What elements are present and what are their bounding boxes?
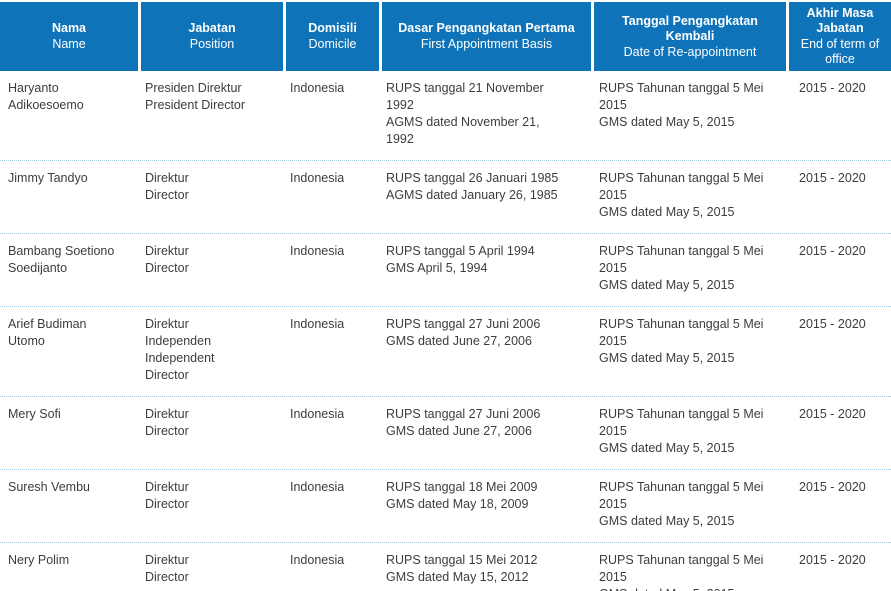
cell-dasar: RUPS tanggal 26 Januari 1985 AGMS dated … <box>386 171 559 202</box>
table-row: Nery Polim Direktur Director Indonesia RUPS… <box>0 543 891 591</box>
table-body: Haryanto Adikoesoemo Presiden Direktur Pr… <box>0 71 891 591</box>
table-header-row: Nama Name Jabatan Position Domisili Domicile D… <box>0 2 891 71</box>
cell-dasar: RUPS tanggal 27 Juni 2006 GMS dated June… <box>386 407 541 438</box>
column-subtitle: End of term of office <box>800 37 880 66</box>
cell-akhir: 2015 - 2020 <box>799 317 866 331</box>
column-header-domisili: Domisili Domicile <box>286 2 379 71</box>
cell-domisili: Indonesia <box>290 171 345 185</box>
cell-tanggal: RUPS Tahunan tanggal 5 Mei 2015 GMS date… <box>599 480 764 528</box>
cell-tanggal: RUPS Tahunan tanggal 5 Mei 2015 GMS date… <box>599 407 764 455</box>
cell-nama: Suresh Vembu <box>8 480 90 494</box>
column-title: Domisili <box>308 21 357 35</box>
cell-jabatan: Direktur Director <box>145 480 189 511</box>
column-subtitle: Position <box>189 37 235 51</box>
table-row: Mery Sofi Direktur Director Indonesia RUPS … <box>0 397 891 470</box>
cell-jabatan: Direktur Independen Independent Director <box>145 317 215 382</box>
cell-dasar: RUPS tanggal 21 November 1992 AGMS dated… <box>386 81 544 146</box>
cell-nama: Mery Sofi <box>8 407 61 421</box>
column-title: Dasar Pengangkatan Pertama <box>398 21 575 35</box>
column-subtitle: Name <box>52 37 86 51</box>
cell-dasar: RUPS tanggal 5 April 1994 GMS April 5, 1… <box>386 244 535 275</box>
table-row: Bambang Soetiono Soedijanto Direktur Dire… <box>0 234 891 307</box>
cell-domisili: Indonesia <box>290 480 345 494</box>
cell-dasar: RUPS tanggal 15 Mei 2012 GMS dated May 1… <box>386 553 538 584</box>
cell-tanggal: RUPS Tahunan tanggal 5 Mei 2015 GMS date… <box>599 244 764 292</box>
column-header-akhir: Akhir Masa Jabatan End of term of office <box>789 2 891 71</box>
cell-akhir: 2015 - 2020 <box>799 553 866 567</box>
cell-dasar: RUPS tanggal 27 Juni 2006 GMS dated June… <box>386 317 541 348</box>
column-title: Akhir Masa Jabatan <box>806 6 874 35</box>
cell-jabatan: Direktur Director <box>145 553 189 584</box>
cell-akhir: 2015 - 2020 <box>799 81 866 95</box>
column-header-dasar: Dasar Pengangkatan Pertama First Appointm… <box>382 2 591 71</box>
cell-domisili: Indonesia <box>290 553 345 567</box>
cell-domisili: Indonesia <box>290 407 345 421</box>
cell-nama: Nery Polim <box>8 553 70 567</box>
cell-nama: Jimmy Tandyo <box>8 171 88 185</box>
table-row: Arief Budiman Utomo Direktur Independen I… <box>0 307 891 397</box>
cell-jabatan: Direktur Director <box>145 171 189 202</box>
cell-tanggal: RUPS Tahunan tanggal 5 Mei 2015 GMS date… <box>599 81 764 129</box>
column-subtitle: Date of Re-appointment <box>623 44 757 59</box>
column-header-jabatan: Jabatan Position <box>141 2 283 71</box>
cell-akhir: 2015 - 2020 <box>799 407 866 421</box>
cell-jabatan: Presiden Direktur President Director <box>145 81 246 112</box>
cell-tanggal: RUPS Tahunan tanggal 5 Mei 2015 GMS date… <box>599 553 764 591</box>
cell-jabatan: Direktur Director <box>145 244 189 275</box>
cell-akhir: 2015 - 2020 <box>799 171 866 185</box>
cell-akhir: 2015 - 2020 <box>799 480 866 494</box>
cell-nama: Bambang Soetiono Soedijanto <box>8 244 115 275</box>
cell-jabatan: Direktur Director <box>145 407 189 438</box>
column-header-nama: Nama Name <box>0 2 138 71</box>
column-title: Tanggal Pengangkatan Kembali <box>622 13 758 43</box>
cell-akhir: 2015 - 2020 <box>799 244 866 258</box>
cell-domisili: Indonesia <box>290 244 345 258</box>
column-header-tanggal: Tanggal Pengangkatan Kembali Date of Re-a… <box>594 2 786 71</box>
table-row: Haryanto Adikoesoemo Presiden Direktur Pr… <box>0 71 891 161</box>
cell-tanggal: RUPS Tahunan tanggal 5 Mei 2015 GMS date… <box>599 317 764 365</box>
column-subtitle: Domicile <box>308 37 357 51</box>
cell-dasar: RUPS tanggal 18 Mei 2009 GMS dated May 1… <box>386 480 538 511</box>
table-row: Jimmy Tandyo Direktur Director Indonesia RU… <box>0 161 891 234</box>
column-title: Jabatan <box>188 21 236 35</box>
cell-domisili: Indonesia <box>290 81 345 95</box>
cell-domisili: Indonesia <box>290 317 345 331</box>
column-title: Nama <box>51 21 87 35</box>
cell-tanggal: RUPS Tahunan tanggal 5 Mei 2015 GMS date… <box>599 171 764 219</box>
table-row: Suresh Vembu Direktur Director Indonesia RU… <box>0 470 891 543</box>
cell-nama: Arief Budiman Utomo <box>8 317 87 348</box>
cell-nama: Haryanto Adikoesoemo <box>8 81 84 112</box>
column-subtitle: First Appointment Basis <box>420 37 553 51</box>
